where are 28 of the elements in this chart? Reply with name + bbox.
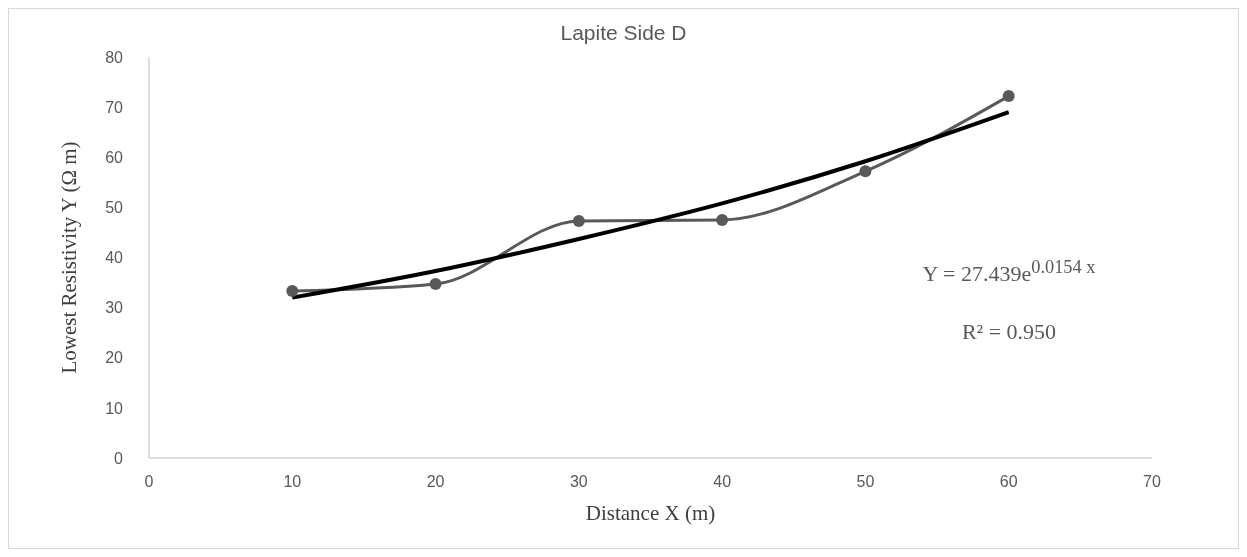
x-tick-label: 50 [856, 473, 875, 491]
annotation: R² = 0.950 [960, 319, 1058, 345]
x-tick-label: 20 [426, 473, 445, 491]
y-tick-label: 40 [105, 249, 124, 267]
y-tick-label: 10 [105, 399, 124, 417]
point [286, 285, 299, 298]
point [1002, 90, 1015, 103]
y-tick-label: 0 [114, 449, 124, 467]
y-axis-title: Lowest Resistivity Y (Ω m) [57, 141, 82, 374]
chart-title: Lapite Side D [559, 21, 688, 45]
point [572, 214, 585, 227]
point [859, 165, 872, 178]
y-tick-label: 80 [105, 48, 124, 66]
x-axis-title: Distance X (m) [585, 501, 716, 525]
point [429, 278, 442, 291]
x-tick-label: 40 [713, 473, 732, 491]
x-tick-label: 60 [999, 473, 1018, 491]
y-tick-label: 20 [105, 349, 124, 367]
y-tick-label: 70 [105, 98, 124, 116]
x-tick-label: 10 [283, 473, 302, 491]
y-tick-label: 50 [105, 199, 124, 217]
x-tick-label: 0 [144, 473, 154, 491]
y-tick-label: 60 [105, 148, 124, 166]
x-tick-label: 70 [1143, 473, 1161, 491]
annotation: Y = 27.439e$^{0.0154 x}$ [921, 257, 1097, 288]
y-tick-label: 30 [105, 299, 124, 317]
point [716, 213, 729, 226]
x-tick-label: 30 [569, 473, 588, 491]
